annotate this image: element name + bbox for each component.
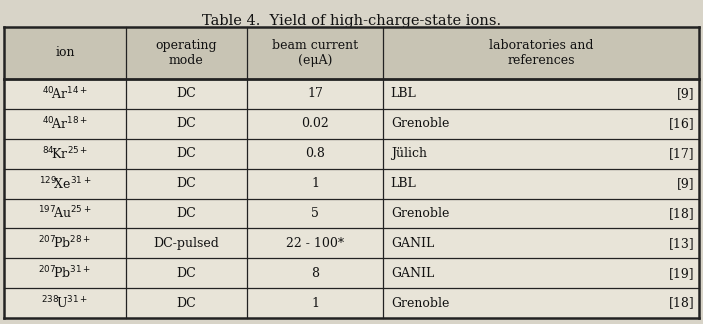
Text: operating
mode: operating mode [155, 39, 217, 67]
Text: DC: DC [176, 296, 196, 309]
Text: DC: DC [176, 147, 196, 160]
Text: 22 - 100*: 22 - 100* [286, 237, 344, 250]
Text: Table 4.  Yield of high-charge-state ions.: Table 4. Yield of high-charge-state ions… [202, 14, 501, 28]
Text: GANIL: GANIL [391, 237, 434, 250]
Text: GANIL: GANIL [391, 267, 434, 280]
Text: [13]: [13] [669, 237, 695, 250]
Text: 0.02: 0.02 [301, 117, 329, 130]
Text: $^{238}\!$U$^{31+}$: $^{238}\!$U$^{31+}$ [41, 295, 89, 311]
Text: 0.8: 0.8 [305, 147, 325, 160]
Text: Jülich: Jülich [391, 147, 427, 160]
Text: [9]: [9] [678, 177, 695, 190]
Text: $^{40}\!$Ar$^{18+}$: $^{40}\!$Ar$^{18+}$ [42, 116, 88, 132]
Text: DC: DC [176, 87, 196, 100]
Text: $^{207}\!$Pb$^{28+}$: $^{207}\!$Pb$^{28+}$ [39, 235, 91, 252]
Text: DC: DC [176, 177, 196, 190]
Text: DC-pulsed: DC-pulsed [153, 237, 219, 250]
Text: 1: 1 [311, 177, 319, 190]
Text: $^{40}\!$Ar$^{14+}$: $^{40}\!$Ar$^{14+}$ [42, 86, 88, 102]
Text: ion: ion [55, 47, 75, 60]
Text: [9]: [9] [678, 87, 695, 100]
Text: laboratories and
references: laboratories and references [489, 39, 593, 67]
Text: $^{129}\!$Xe$^{31+}$: $^{129}\!$Xe$^{31+}$ [39, 175, 91, 192]
Text: DC: DC [176, 207, 196, 220]
Text: 5: 5 [311, 207, 319, 220]
Text: [18]: [18] [669, 207, 695, 220]
Bar [4, 27, 699, 79]
Text: 1: 1 [311, 296, 319, 309]
Text: beam current
(eμA): beam current (eμA) [272, 39, 358, 67]
Text: DC: DC [176, 267, 196, 280]
Text: Grenoble: Grenoble [391, 296, 449, 309]
Text: $^{197}\!$Au$^{25+}$: $^{197}\!$Au$^{25+}$ [38, 205, 91, 222]
Text: LBL: LBL [391, 177, 416, 190]
Text: DC: DC [176, 117, 196, 130]
Text: [19]: [19] [669, 267, 695, 280]
Bar [4, 79, 699, 318]
Text: [17]: [17] [669, 147, 695, 160]
Text: LBL: LBL [391, 87, 416, 100]
Text: 17: 17 [307, 87, 323, 100]
Text: $^{207}\!$Pb$^{31+}$: $^{207}\!$Pb$^{31+}$ [39, 265, 91, 282]
Text: Grenoble: Grenoble [391, 117, 449, 130]
Text: [16]: [16] [669, 117, 695, 130]
Text: [18]: [18] [669, 296, 695, 309]
Text: 8: 8 [311, 267, 319, 280]
Text: $^{84}\!$Kr$^{25+}$: $^{84}\!$Kr$^{25+}$ [41, 145, 88, 162]
Text: Grenoble: Grenoble [391, 207, 449, 220]
